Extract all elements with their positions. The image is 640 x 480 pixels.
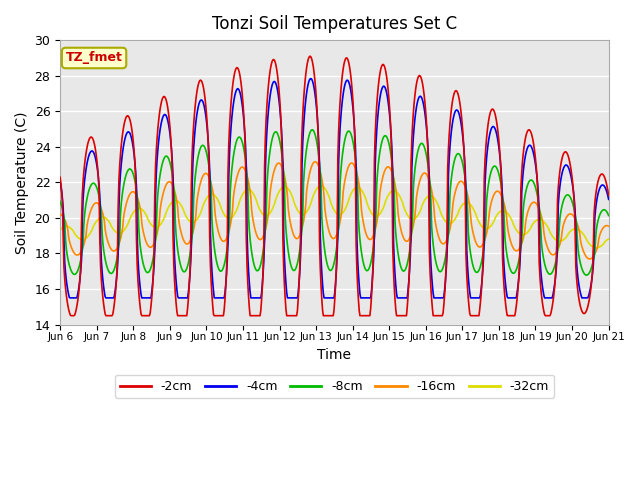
-32cm: [123, 224, 131, 229]
Text: TZ_fmet: TZ_fmet: [66, 51, 122, 64]
-8cm: [66, 265, 74, 271]
-32cm: [593, 245, 600, 251]
-8cm: [308, 127, 316, 132]
Y-axis label: Soil Temperature (C): Soil Temperature (C): [15, 111, 29, 253]
-8cm: [605, 213, 612, 218]
-16cm: [311, 159, 319, 165]
-16cm: [586, 256, 593, 262]
-32cm: [179, 204, 186, 210]
-2cm: [419, 81, 426, 86]
-2cm: [66, 312, 74, 317]
-32cm: [56, 227, 64, 233]
-2cm: [307, 53, 314, 59]
-4cm: [307, 76, 315, 82]
-16cm: [66, 240, 74, 246]
-4cm: [208, 268, 216, 274]
-4cm: [179, 295, 187, 301]
-32cm: [317, 183, 325, 189]
-16cm: [605, 223, 612, 229]
-16cm: [123, 200, 131, 206]
X-axis label: Time: Time: [317, 348, 351, 362]
-4cm: [67, 295, 75, 301]
Line: -16cm: -16cm: [60, 162, 609, 259]
-16cm: [418, 173, 426, 179]
Line: -32cm: -32cm: [60, 186, 609, 248]
Line: -2cm: -2cm: [60, 56, 609, 316]
-4cm: [419, 97, 426, 103]
-4cm: [66, 295, 74, 301]
-4cm: [605, 196, 612, 202]
-32cm: [207, 191, 215, 197]
-4cm: [124, 130, 131, 135]
Line: -4cm: -4cm: [60, 79, 609, 298]
-2cm: [403, 313, 410, 319]
-16cm: [402, 238, 410, 244]
Title: Tonzi Soil Temperatures Set C: Tonzi Soil Temperatures Set C: [212, 15, 457, 33]
Line: -8cm: -8cm: [60, 130, 609, 275]
-32cm: [402, 209, 410, 215]
-4cm: [403, 295, 410, 301]
-32cm: [66, 225, 74, 230]
-8cm: [56, 199, 64, 204]
-8cm: [179, 267, 186, 273]
-32cm: [605, 236, 612, 242]
-2cm: [179, 313, 187, 319]
Legend: -2cm, -4cm, -8cm, -16cm, -32cm: -2cm, -4cm, -8cm, -16cm, -32cm: [115, 375, 554, 398]
-16cm: [207, 181, 215, 187]
-8cm: [123, 171, 131, 177]
-32cm: [418, 204, 426, 209]
-2cm: [56, 174, 64, 180]
-16cm: [179, 234, 186, 240]
-8cm: [402, 266, 410, 272]
-2cm: [67, 313, 75, 319]
-2cm: [124, 113, 131, 119]
-8cm: [207, 189, 215, 194]
-2cm: [605, 192, 612, 198]
-8cm: [582, 272, 590, 278]
-2cm: [208, 292, 216, 298]
-4cm: [56, 179, 64, 185]
-16cm: [56, 212, 64, 217]
-8cm: [418, 141, 426, 146]
